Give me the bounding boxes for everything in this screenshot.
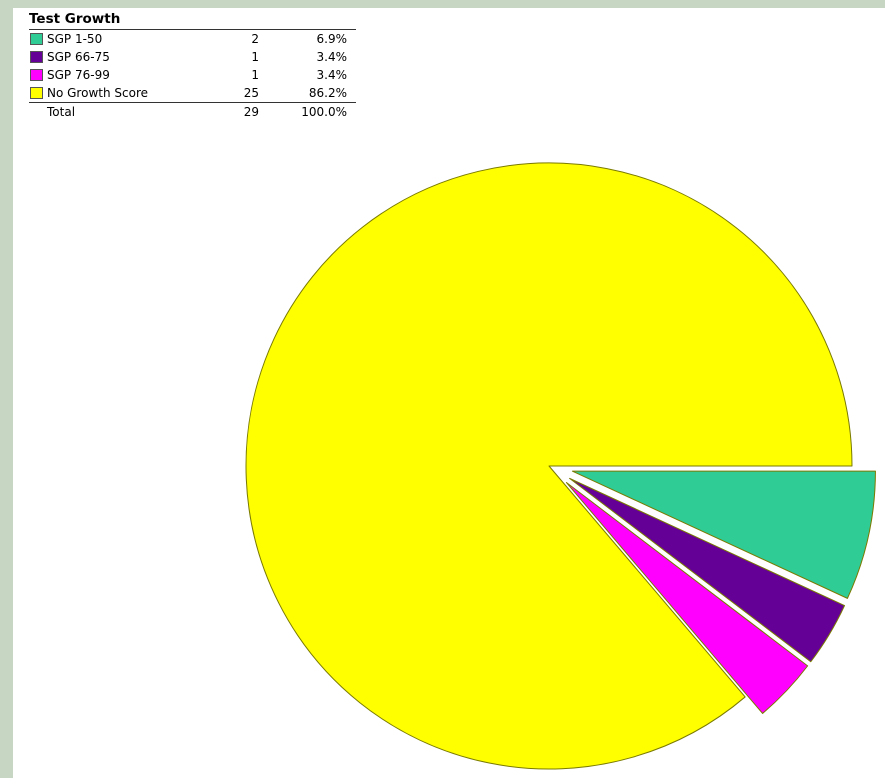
chart-title: Test Growth [29,10,356,30]
legend-swatch [30,33,43,45]
legend-label: SGP 66-75 [47,50,110,64]
pie-slice-no-growth-score [245,162,853,770]
legend-percent: 3.4% [316,68,348,82]
legend-percent: 3.4% [316,50,348,64]
legend-label: SGP 76-99 [47,68,110,82]
legend-count: 25 [243,86,259,100]
legend-percent: 86.2% [308,86,347,100]
legend-swatch [30,69,43,81]
legend-row-sgp-1-50: SGP 1-50 2 6.9% [29,30,356,48]
legend-swatch [30,87,43,99]
legend-label: No Growth Score [47,86,148,100]
pie-slice-sgp-1-50 [571,470,876,599]
legend-total-label: Total [47,105,76,119]
legend-percent: 6.9% [316,32,348,46]
legend-total-percent: 100.0% [301,105,347,119]
chart-panel: Test Growth SGP 1-50 2 6.9% SGP 66-75 1 … [13,8,885,778]
pie-slice-sgp-66-75 [569,477,846,663]
legend-total-count: 29 [243,105,259,119]
pie-chart [245,162,876,770]
legend-row-no-growth-score: No Growth Score 25 86.2% [29,84,356,102]
legend-row-total: Total 29 100.0% [29,103,356,121]
legend-swatch [30,51,43,63]
chart-legend: Test Growth SGP 1-50 2 6.9% SGP 66-75 1 … [29,10,356,121]
legend-count: 2 [251,32,259,46]
legend-row-sgp-66-75: SGP 66-75 1 3.4% [29,48,356,66]
legend-divider [29,102,356,103]
legend-count: 1 [251,50,259,64]
legend-row-sgp-76-99: SGP 76-99 1 3.4% [29,66,356,84]
legend-label: SGP 1-50 [47,32,103,46]
legend-count: 1 [251,68,259,82]
pie-slice-sgp-76-99 [565,482,809,714]
